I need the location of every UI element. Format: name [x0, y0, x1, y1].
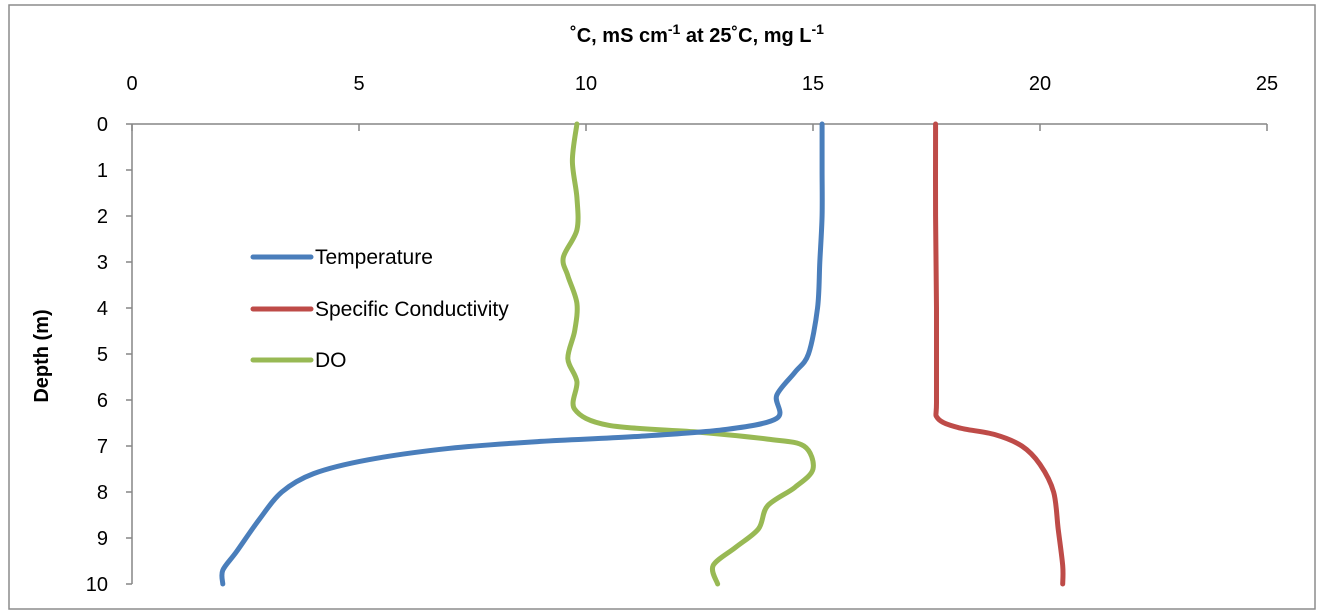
y-tick-label: 1: [97, 160, 108, 182]
series-lines: [219, 121, 1066, 587]
x-tick-label: 25: [1256, 73, 1278, 95]
legend-label-do: DO: [315, 349, 347, 372]
x-tick-label: 5: [353, 73, 364, 95]
y-tick-label: 3: [97, 252, 108, 274]
y-tick-label: 8: [97, 482, 108, 504]
y-tick-label: 10: [86, 574, 108, 596]
y-tick-label: 5: [97, 344, 108, 366]
axes: 0 5 10 15 20 25 0 1 2 3 4 5 6 7 8 9 10: [86, 73, 1278, 596]
chart-frame: [8, 4, 1316, 610]
y-tick-label: 9: [97, 528, 108, 550]
legend-label-temperature: Temperature: [315, 246, 433, 269]
x-tick-label: 10: [575, 73, 597, 95]
y-tick-label: 4: [97, 298, 108, 320]
legend: Temperature Specific Conductivity DO: [250, 246, 509, 372]
y-tick-label: 0: [97, 114, 108, 136]
y-tick-label: 6: [97, 390, 108, 412]
legend-label-specific-conductivity: Specific Conductivity: [315, 298, 509, 321]
x-axis-title: ˚C, mS cm-1 at 25˚C, mg L-1: [570, 21, 824, 47]
series-line-temperature: [219, 121, 825, 587]
series-line-do: [560, 121, 816, 587]
x-tick-label: 15: [802, 73, 824, 95]
x-tick-label: 0: [126, 73, 137, 95]
x-tick-label: 20: [1029, 73, 1051, 95]
y-tick-label: 7: [97, 436, 108, 458]
y-axis-title: Depth (m): [31, 309, 53, 402]
series-line-specific-conductivity: [933, 121, 1066, 587]
y-tick-label: 2: [97, 206, 108, 228]
